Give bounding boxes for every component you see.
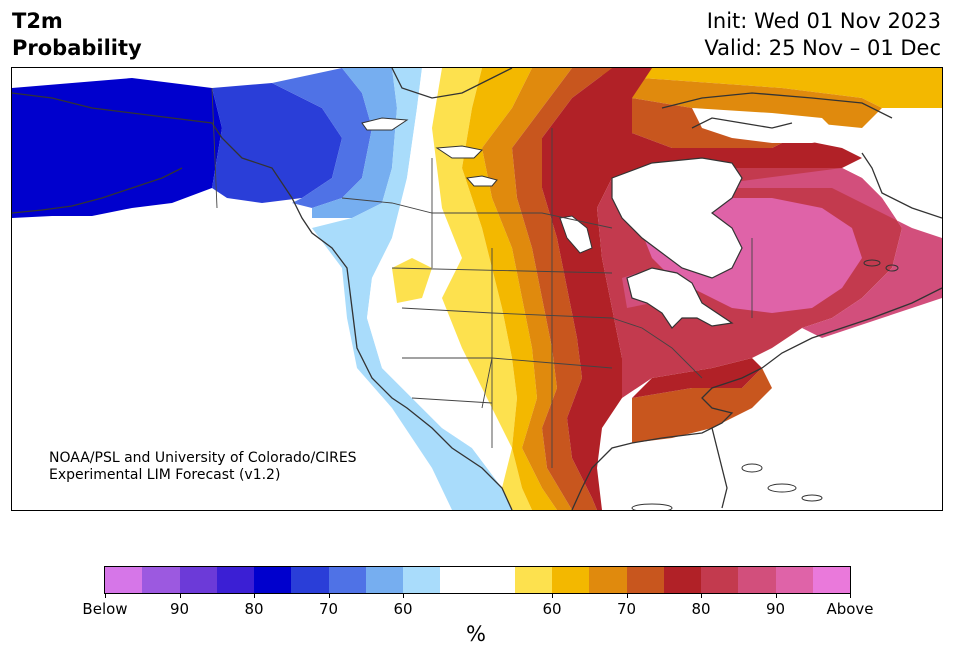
credit-line-2: Experimental LIM Forecast (v1.2) (49, 467, 281, 483)
colorbar-segment (291, 567, 329, 593)
colorbar-tick-mark (179, 593, 181, 598)
init-date: Init: Wed 01 Nov 2023 (706, 9, 941, 33)
greenland-water (692, 108, 842, 143)
colorbar-segment (179, 567, 217, 593)
colorbar-segment (403, 567, 441, 593)
colorbar-segment (738, 567, 776, 593)
colorbar-segment (105, 567, 143, 593)
colorbar-segment (626, 567, 664, 593)
region-blue-yukon (212, 83, 342, 203)
colorbar-segment (589, 567, 627, 593)
colorbar-segment (365, 567, 403, 593)
colorbar-segment (663, 567, 701, 593)
valid-period: Valid: 25 Nov – 01 Dec (704, 36, 941, 60)
credit-text: NOAA/PSL and University of Colorado/CIRE… (49, 450, 357, 484)
colorbar-segment (440, 567, 478, 593)
map-title: T2m Probability (12, 8, 142, 62)
lake-winnipeg (559, 215, 593, 254)
hudson-bay (611, 157, 743, 279)
colorbar-segment (216, 567, 254, 593)
colorbar-tick-mark (552, 593, 553, 598)
coastlines (12, 68, 942, 510)
colorbar-tick-label: Above (826, 600, 874, 618)
colorbar-tick-mark (328, 593, 330, 598)
colorbar-segment (812, 567, 850, 593)
colorbar-unit: % (466, 622, 486, 646)
colorbar-tick-mark (403, 593, 404, 598)
colorbar-segment (514, 567, 552, 593)
colorbar-tick-label: 90 (169, 600, 190, 618)
region-yellow (392, 68, 532, 510)
colorbar-tick-label: 90 (765, 600, 786, 618)
colorbar-tick-label: 60 (542, 600, 562, 618)
colorbar-tick-label: 70 (616, 600, 637, 618)
colorbar-tick-label: 60 (393, 600, 413, 618)
colorbar-segment (254, 567, 292, 593)
colorbar-tick-label: 70 (318, 600, 339, 618)
colorbar-tick-mark (850, 593, 851, 598)
region-white-neutral (367, 68, 512, 488)
region-deep-blue-alaska (12, 78, 222, 218)
colorbar-tick-mark (701, 593, 702, 598)
colorbar-tick-label: 80 (244, 600, 264, 618)
region-dark-orange (512, 68, 792, 510)
title-line-1: T2m (12, 9, 63, 33)
colorbar-tick-mark (254, 593, 255, 598)
colorbar-segment (552, 567, 590, 593)
region-mid-blue-bc (272, 68, 372, 208)
colorbar (104, 566, 851, 594)
colorbar-segment (701, 567, 739, 593)
credit-line-1: NOAA/PSL and University of Colorado/CIRE… (49, 450, 357, 466)
colorbar-tick-label: 80 (691, 600, 711, 618)
political-borders (211, 87, 753, 468)
colorbar-tick-mark (626, 593, 628, 598)
arctic-water (361, 117, 409, 131)
region-red (542, 68, 942, 510)
colorbar-tick-label: Below (82, 600, 128, 618)
great-lakes (626, 267, 734, 329)
map-canvas (12, 68, 942, 510)
colorbar-segment (142, 567, 180, 593)
title-line-2: Probability (12, 36, 142, 60)
colorbar-segment (328, 567, 366, 593)
great-slave-lake (466, 175, 498, 187)
great-bear-lake (435, 145, 484, 159)
probability-map (11, 67, 943, 511)
region-orange (482, 68, 882, 510)
colorbar-segment (775, 567, 813, 593)
islands (631, 259, 899, 510)
region-light-blue-west (312, 68, 397, 218)
region-pale-blue-coast (312, 68, 512, 510)
colorbar-tick-mark (775, 593, 777, 598)
forecast-dates: Init: Wed 01 Nov 2023 Valid: 25 Nov – 01… (704, 8, 941, 62)
colorbar-segment (477, 567, 515, 593)
colorbar-tick-mark (105, 593, 106, 598)
